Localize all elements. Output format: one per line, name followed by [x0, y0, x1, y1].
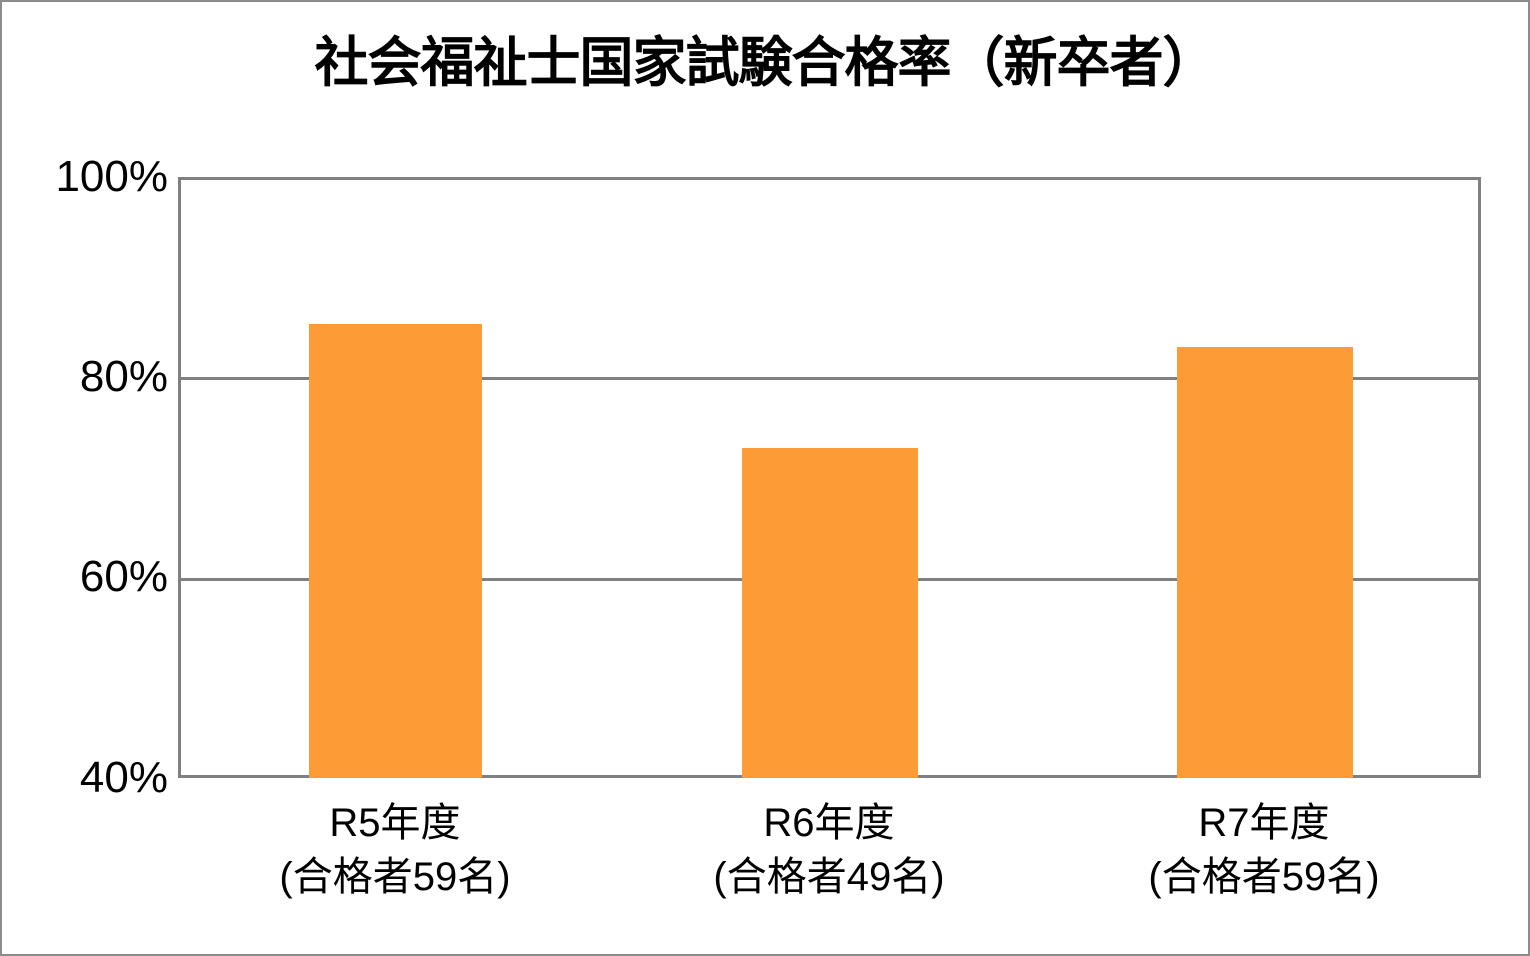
y-axis-tick-100: 100% [55, 152, 168, 201]
gridline-80 [178, 377, 1481, 381]
x-axis-label-r7-line2: (合格者59名) [1148, 855, 1380, 899]
x-axis-label-r5: R5年度 (合格者59名) [178, 796, 612, 904]
y-axis-tick-40: 40% [79, 753, 168, 802]
y-axis-tick-80: 80% [79, 352, 168, 401]
gridline-100 [178, 177, 1481, 180]
y-axis-tick-60: 60% [79, 552, 168, 601]
x-axis-label-r7: R7年度 (合格者59名) [1047, 796, 1481, 904]
plot-area [178, 177, 1481, 778]
chart-title: 社会福祉士国家試験合格率（新卒者） [314, 33, 1217, 93]
bar-r6[interactable] [742, 448, 918, 778]
x-axis-label-r6: R6年度 (合格者49名) [612, 796, 1046, 904]
x-axis-label-r6-line1: R6年度 [763, 801, 895, 845]
x-axis-label-r5-line1: R5年度 [329, 801, 461, 845]
y-axis-line-right [1478, 177, 1481, 778]
bar-r7[interactable] [1177, 347, 1353, 778]
x-axis-label-r5-line2: (合格者59名) [279, 855, 511, 899]
x-axis-label-r6-line2: (合格者49名) [713, 855, 945, 899]
y-axis-line-left [178, 177, 181, 778]
x-axis-label-r7-line1: R7年度 [1198, 801, 1330, 845]
bar-r5[interactable] [309, 324, 482, 778]
